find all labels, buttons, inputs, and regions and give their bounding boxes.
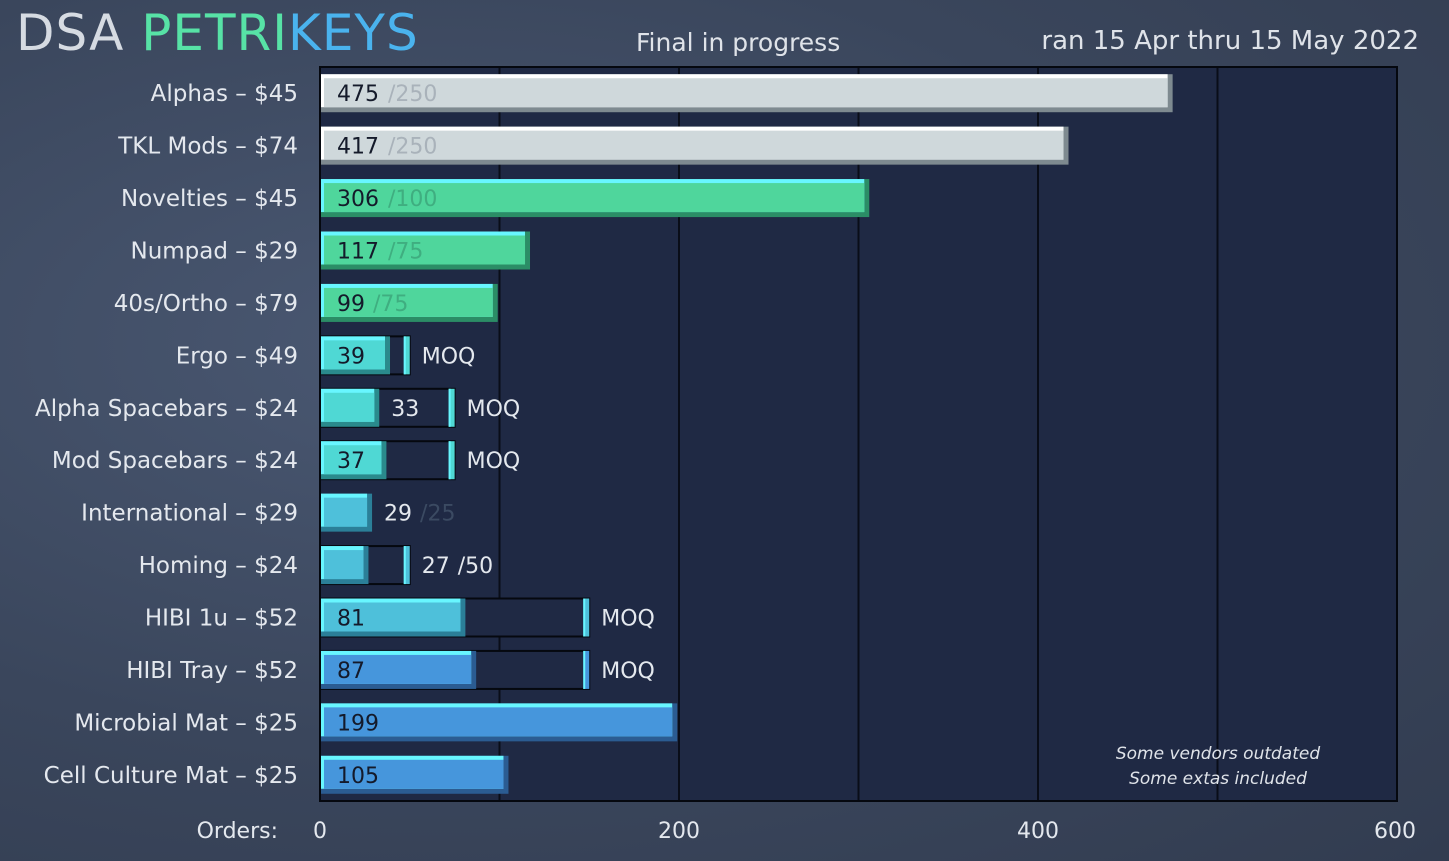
moq-label: MOQ (601, 659, 655, 684)
moq-marker (583, 598, 590, 637)
moq-marker-edge (583, 650, 586, 689)
category-label: Homing – $24 (139, 553, 298, 579)
moq-value-label: /50 (458, 554, 493, 579)
bar-value-label: 33 (391, 397, 419, 422)
bar-value-label: 87 (337, 659, 365, 684)
bar-value-label: 417 (337, 135, 379, 160)
status-text: Final in progress (636, 28, 841, 57)
bar-value-label: 39 (337, 344, 365, 369)
bar-value-label: 117 (337, 240, 379, 265)
bar (324, 707, 673, 737)
moq-marker-edge (583, 598, 586, 637)
bar (324, 392, 375, 422)
bar (324, 550, 364, 580)
bar (324, 130, 1064, 160)
moq-value-label: /250 (388, 135, 437, 160)
moq-marker-edge (403, 336, 406, 375)
bar (324, 78, 1168, 108)
bar-value-label: 199 (337, 711, 379, 736)
moq-label: MOQ (422, 344, 476, 369)
bar (324, 759, 504, 789)
category-label: Microbial Mat – $25 (74, 710, 298, 736)
bar-value-label: 27 (422, 554, 450, 579)
plot-frame (319, 66, 1398, 802)
bar-value-label: 37 (337, 449, 365, 474)
bar (324, 340, 386, 370)
title-dsa: DSA (16, 4, 142, 62)
bar-value-label: 81 (337, 607, 365, 632)
moq-marker-edge (448, 388, 451, 427)
moq-value-label: /100 (388, 187, 437, 212)
date-range: ran 15 Apr thru 15 May 2022 (1041, 26, 1419, 56)
x-tick-label: 200 (658, 819, 700, 844)
moq-marker-edge (403, 546, 406, 585)
bar (324, 602, 461, 632)
title-keys: KEYS (288, 4, 419, 62)
x-axis-label: Orders: (197, 819, 278, 844)
moq-value-label: /75 (388, 240, 423, 265)
category-label: Numpad – $29 (130, 239, 298, 265)
category-label: Mod Spacebars – $24 (52, 448, 298, 474)
category-label: 40s/Ortho – $79 (114, 291, 298, 317)
bar-value-label: 306 (337, 187, 379, 212)
moq-marker (448, 441, 455, 480)
moq-marker (448, 388, 455, 427)
moq-value-label: /25 (420, 502, 455, 527)
moq-value-label: /250 (388, 82, 437, 107)
x-tick-label: 600 (1374, 819, 1416, 844)
bar (324, 235, 526, 265)
bar (324, 445, 382, 475)
category-label: HIBI Tray – $52 (126, 658, 298, 684)
moq-value-label: /75 (373, 292, 408, 317)
moq-label: MOQ (467, 397, 521, 422)
moq-marker (403, 546, 410, 585)
moq-label: MOQ (601, 607, 655, 632)
category-label: HIBI 1u – $52 (145, 606, 298, 632)
category-label: Alpha Spacebars – $24 (35, 396, 298, 422)
bar (324, 497, 368, 527)
category-label: Novelties – $45 (121, 186, 298, 212)
bar-value-label: 99 (337, 292, 365, 317)
category-label: Cell Culture Mat – $25 (44, 763, 298, 789)
bar (324, 183, 865, 213)
title-petri: PETRI (141, 4, 289, 62)
bar (324, 287, 493, 317)
x-tick-label: 400 (1017, 819, 1059, 844)
category-label: Ergo – $49 (176, 343, 298, 369)
bar (324, 654, 472, 684)
moq-marker-edge (448, 441, 451, 480)
chart-note: Some extas included (1129, 769, 1307, 789)
bar-value-label: 475 (337, 82, 379, 107)
category-label: International – $29 (81, 501, 298, 527)
chart-note: Some vendors outdated (1116, 744, 1321, 764)
category-label: Alphas – $45 (151, 81, 298, 107)
moq-label: MOQ (467, 449, 521, 474)
moq-marker (583, 650, 590, 689)
x-tick-label: 0 (313, 819, 327, 844)
moq-marker (403, 336, 410, 375)
chart-title: DSA PETRIKEYS (16, 8, 419, 58)
bar-value-label: 105 (337, 764, 379, 789)
category-label: TKL Mods – $74 (117, 134, 298, 160)
bar-value-label: 29 (384, 502, 412, 527)
